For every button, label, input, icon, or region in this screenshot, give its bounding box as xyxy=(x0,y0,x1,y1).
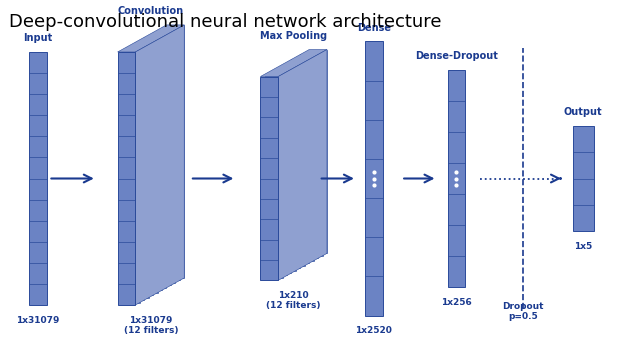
Polygon shape xyxy=(260,50,327,77)
Text: Deep-convolutional neural network architecture: Deep-convolutional neural network archit… xyxy=(9,13,442,31)
Text: Dropout
p=0.5: Dropout p=0.5 xyxy=(502,302,544,321)
Text: 1x256: 1x256 xyxy=(441,298,472,307)
Bar xyxy=(269,72,287,276)
Bar xyxy=(131,45,148,298)
Bar xyxy=(157,30,175,283)
Bar xyxy=(309,50,327,253)
Bar xyxy=(274,69,291,273)
Bar xyxy=(127,47,144,300)
Polygon shape xyxy=(278,50,327,280)
Bar xyxy=(296,57,314,261)
Polygon shape xyxy=(136,25,184,305)
Bar xyxy=(118,52,136,305)
Bar xyxy=(265,74,283,278)
Text: Input: Input xyxy=(23,33,52,43)
Text: 1x2520: 1x2520 xyxy=(355,326,392,335)
Text: Output: Output xyxy=(564,107,603,117)
Text: 1x5: 1x5 xyxy=(574,242,593,251)
Bar xyxy=(283,64,300,268)
Bar xyxy=(305,52,323,256)
Text: Max Pooling: Max Pooling xyxy=(260,31,327,41)
Bar xyxy=(573,126,594,231)
Text: Dense: Dense xyxy=(357,22,391,32)
Bar xyxy=(287,62,305,266)
Bar xyxy=(122,50,140,303)
Text: 1x31079: 1x31079 xyxy=(16,316,60,325)
Text: 1x31079
(12 filters): 1x31079 (12 filters) xyxy=(124,316,178,335)
Bar xyxy=(278,67,296,271)
Bar xyxy=(140,40,157,293)
Bar xyxy=(29,52,47,305)
Text: Convolution: Convolution xyxy=(118,6,184,16)
Bar xyxy=(365,41,383,316)
Bar xyxy=(291,59,309,263)
Bar xyxy=(260,77,278,280)
Bar xyxy=(166,25,184,278)
Bar xyxy=(148,35,166,288)
Bar xyxy=(447,70,465,287)
Bar xyxy=(136,42,153,295)
Bar xyxy=(162,27,180,280)
Text: 1x210
(12 filters): 1x210 (12 filters) xyxy=(266,291,321,310)
Bar xyxy=(300,54,318,258)
Polygon shape xyxy=(118,25,184,52)
Bar xyxy=(153,32,171,285)
Bar xyxy=(144,37,162,290)
Text: Dense-Dropout: Dense-Dropout xyxy=(415,51,498,61)
